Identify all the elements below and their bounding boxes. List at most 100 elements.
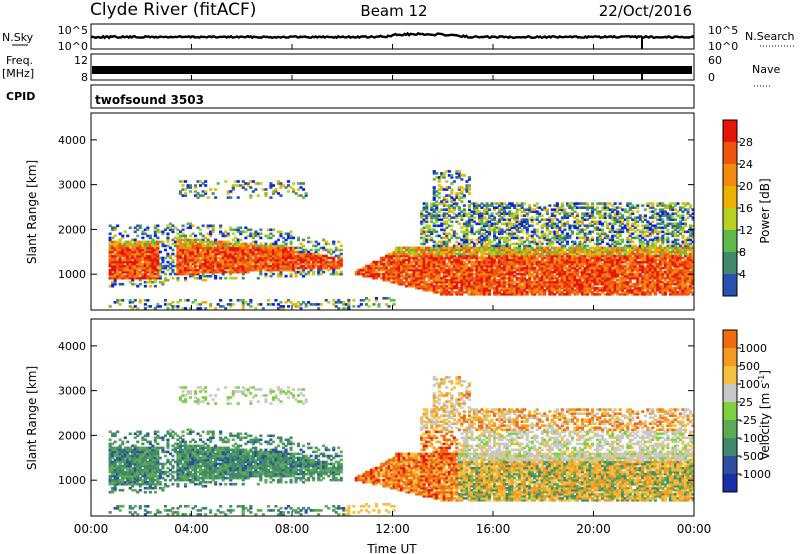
power-cell bbox=[452, 230, 456, 234]
power-cell bbox=[284, 242, 288, 246]
power-cell bbox=[113, 240, 117, 244]
power-cell bbox=[211, 240, 215, 244]
power-cell bbox=[173, 242, 177, 246]
power-cell bbox=[550, 246, 554, 250]
power-cell bbox=[261, 266, 265, 270]
power-cell bbox=[568, 228, 572, 232]
power-cell bbox=[420, 254, 424, 258]
power-cell bbox=[488, 274, 492, 278]
power-cell bbox=[437, 286, 441, 290]
power-cell bbox=[575, 272, 579, 276]
power-cell bbox=[588, 248, 592, 252]
power-cell bbox=[146, 250, 150, 254]
power-cell bbox=[613, 220, 617, 224]
power-cell bbox=[292, 266, 296, 270]
power-cell bbox=[133, 256, 137, 260]
power-cell bbox=[181, 188, 185, 191]
power-cell bbox=[264, 274, 268, 278]
power-cell bbox=[616, 240, 620, 244]
power-cell bbox=[299, 182, 303, 185]
power-cell bbox=[555, 232, 559, 236]
power-cell bbox=[126, 250, 130, 254]
power-cell bbox=[560, 252, 564, 256]
power-cell bbox=[482, 226, 486, 230]
power-cell bbox=[485, 222, 489, 226]
power-cell bbox=[196, 226, 200, 230]
power-cell bbox=[206, 274, 210, 278]
power-cell bbox=[606, 276, 610, 280]
power-cell bbox=[533, 278, 537, 282]
power-cell bbox=[204, 268, 208, 272]
power-cell bbox=[239, 258, 243, 262]
power-cell bbox=[287, 266, 291, 270]
power-cell bbox=[194, 299, 198, 302]
power-cell bbox=[601, 268, 605, 272]
power-cell bbox=[606, 208, 610, 211]
power-cell bbox=[593, 278, 597, 282]
power-cell bbox=[540, 254, 544, 258]
power-cell bbox=[201, 234, 205, 238]
power-cell bbox=[279, 184, 283, 187]
power-cell bbox=[287, 268, 291, 272]
power-cell bbox=[588, 238, 592, 242]
power-cell bbox=[440, 258, 444, 262]
power-cell bbox=[405, 278, 409, 282]
power-cell bbox=[281, 252, 285, 256]
power-cell bbox=[153, 276, 157, 280]
power-cell bbox=[158, 268, 162, 272]
power-cell bbox=[616, 254, 620, 258]
power-cell bbox=[181, 242, 185, 246]
power-cell bbox=[583, 250, 587, 254]
power-cell bbox=[271, 254, 275, 258]
power-cell bbox=[575, 252, 579, 256]
power-cell bbox=[121, 270, 125, 274]
power-cell bbox=[148, 260, 152, 264]
power-cell bbox=[621, 286, 625, 290]
power-cell bbox=[126, 260, 130, 264]
power-cell bbox=[447, 278, 451, 282]
power-cell bbox=[495, 260, 499, 264]
power-cell bbox=[445, 204, 449, 207]
power-cell bbox=[442, 289, 446, 292]
power-cell bbox=[460, 186, 464, 189]
power-cell bbox=[523, 278, 527, 282]
power-cell bbox=[118, 260, 122, 264]
power-cell bbox=[279, 307, 283, 310]
power-cell bbox=[498, 254, 502, 258]
power-cell bbox=[432, 172, 436, 175]
power-cell bbox=[244, 246, 248, 250]
power-cell bbox=[508, 260, 512, 264]
power-cell bbox=[593, 270, 597, 274]
power-cell bbox=[143, 299, 147, 302]
power-cell bbox=[553, 282, 557, 286]
power-cell bbox=[241, 305, 245, 308]
power-cell bbox=[485, 260, 489, 264]
power-cell bbox=[568, 284, 572, 288]
power-cell bbox=[505, 204, 509, 207]
power-cell bbox=[505, 256, 509, 260]
power-cell bbox=[498, 256, 502, 260]
power-cell bbox=[284, 232, 288, 236]
power-cell bbox=[608, 289, 612, 292]
power-cell bbox=[485, 202, 489, 205]
power-cell bbox=[598, 272, 602, 276]
power-cell bbox=[500, 268, 504, 272]
power-cell bbox=[312, 266, 316, 270]
power-cell bbox=[168, 222, 172, 226]
power-cell bbox=[553, 204, 557, 207]
power-cell bbox=[493, 230, 497, 234]
power-cell bbox=[535, 234, 539, 238]
power-cell bbox=[591, 212, 595, 215]
power-cell bbox=[578, 282, 582, 286]
power-cell bbox=[505, 264, 509, 268]
power-cell bbox=[415, 256, 419, 260]
power-cell bbox=[387, 260, 391, 264]
power-cell bbox=[241, 264, 245, 268]
power-cell bbox=[116, 274, 120, 278]
power-cell bbox=[126, 276, 130, 280]
power-cell bbox=[334, 246, 338, 250]
power-cell bbox=[573, 282, 577, 286]
power-cell bbox=[189, 184, 193, 187]
power-cell bbox=[493, 224, 497, 228]
power-cell bbox=[500, 208, 504, 211]
